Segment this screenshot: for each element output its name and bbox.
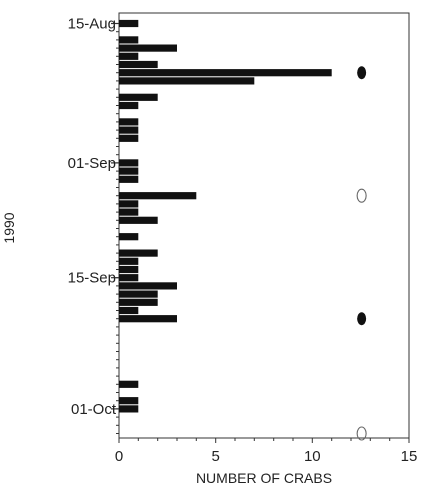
bar bbox=[119, 233, 139, 241]
y-tick-label: 01-Sep bbox=[68, 155, 116, 172]
x-tick-label: 5 bbox=[212, 448, 220, 465]
x-axis-title: NUMBER OF CRABS bbox=[196, 470, 332, 486]
bar bbox=[119, 60, 158, 69]
bar bbox=[119, 134, 139, 142]
bar bbox=[119, 380, 139, 388]
bar bbox=[119, 118, 139, 126]
bar bbox=[119, 315, 177, 323]
x-tick-label: 0 bbox=[115, 448, 123, 465]
y-axis-title: 1990 bbox=[1, 212, 17, 243]
bar bbox=[119, 93, 158, 101]
bar bbox=[119, 69, 332, 77]
bar bbox=[119, 208, 139, 216]
bar bbox=[119, 306, 139, 315]
bar bbox=[119, 126, 139, 134]
bar bbox=[119, 405, 139, 413]
new-moon-marker bbox=[356, 426, 367, 441]
bar bbox=[119, 167, 139, 175]
bar bbox=[119, 77, 255, 85]
x-tick-label: 15 bbox=[401, 448, 418, 465]
bar bbox=[119, 19, 139, 28]
bar bbox=[119, 290, 158, 298]
bar bbox=[119, 249, 158, 257]
bar-group bbox=[119, 19, 332, 413]
bar bbox=[119, 101, 139, 110]
bar bbox=[119, 216, 158, 224]
bar bbox=[119, 265, 139, 274]
x-axis-ticks: 0 5 10 15 bbox=[115, 438, 418, 465]
full-moon-marker bbox=[357, 66, 367, 80]
bar bbox=[119, 397, 139, 405]
bar bbox=[119, 36, 139, 44]
bar bbox=[119, 44, 177, 52]
full-moon-marker bbox=[357, 312, 367, 326]
y-axis-ticks: 15-Aug 01-Sep 15-Sep 01-Oct bbox=[68, 16, 119, 434]
bar bbox=[119, 257, 139, 265]
bar bbox=[119, 298, 158, 306]
bar bbox=[119, 52, 139, 60]
y-tick-label: 15-Sep bbox=[68, 270, 116, 287]
x-tick-label: 10 bbox=[304, 448, 321, 465]
y-tick-label: 01-Oct bbox=[71, 401, 117, 418]
new-moon-marker bbox=[356, 188, 367, 203]
bar bbox=[119, 200, 139, 208]
moon-phase-markers bbox=[356, 66, 367, 441]
y-tick-label: 15-Aug bbox=[68, 16, 116, 33]
bar bbox=[119, 159, 139, 167]
bar bbox=[119, 192, 197, 200]
bar bbox=[119, 274, 139, 282]
plot-frame bbox=[118, 12, 410, 439]
bar bbox=[119, 282, 177, 290]
bar bbox=[119, 175, 139, 183]
